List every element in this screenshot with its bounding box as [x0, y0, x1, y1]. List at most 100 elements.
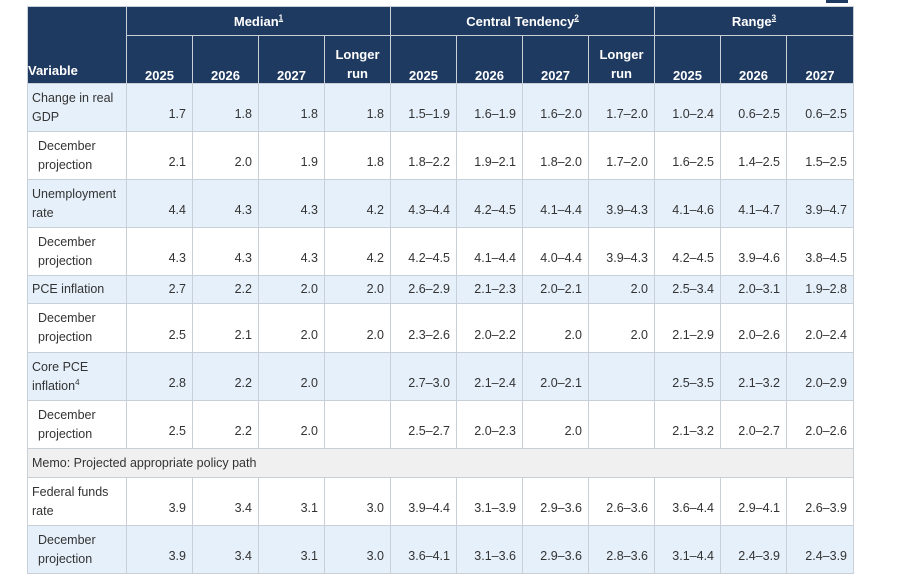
- table-cell: [324, 352, 391, 401]
- footnote-ref[interactable]: 1: [278, 13, 284, 23]
- table-cell: 4.2: [324, 227, 391, 276]
- table-cell: 2.0–2.2: [456, 303, 523, 353]
- row-label-text: Change in real GDP: [32, 91, 114, 124]
- table-cell: 1.7–2.0: [587, 131, 656, 180]
- row-label-text: Unemployment rate: [32, 187, 117, 220]
- table-cell: 2.0: [587, 303, 656, 353]
- group-header-median: Median1: [126, 6, 391, 36]
- table-cell: 2.3–2.6: [390, 303, 457, 353]
- table-cell: 2.7: [126, 275, 193, 304]
- table-cell: 2.4–3.9: [786, 525, 855, 574]
- table-cell: 3.4: [192, 477, 259, 526]
- row-label-text: Federal funds rate: [32, 485, 109, 518]
- footnote-ref[interactable]: 2: [574, 13, 579, 23]
- table-cell: 3.9–4.3: [587, 227, 656, 276]
- table-cell: 2.1: [192, 303, 259, 353]
- column-header: 2026: [720, 35, 788, 84]
- table-cell: 0.6–2.5: [720, 83, 788, 132]
- table-cell: 2.0: [258, 275, 325, 304]
- footnote-ref[interactable]: 3: [771, 13, 777, 23]
- table-cell: 2.9–3.6: [522, 477, 589, 526]
- table-cell: 2.4–3.9: [720, 525, 788, 574]
- row-label: Unemployment rate: [27, 179, 127, 228]
- table-cell: 2.0–3.1: [720, 275, 788, 304]
- row-label-sub: December projection: [27, 525, 127, 574]
- table-cell: 4.1–4.6: [654, 179, 722, 228]
- table-cell: 2.0: [258, 400, 325, 449]
- row-label-text: December projection: [38, 408, 96, 441]
- table-cell: 2.0–2.4: [786, 303, 855, 353]
- table-row: Core PCE inflation4 2.8 2.2 2.0 2.7–3.0 2.1–2…: [27, 352, 855, 401]
- table-cell: 2.2: [192, 352, 259, 401]
- row-label-text: PCE inflation: [32, 282, 105, 296]
- table-cell: 1.8: [192, 83, 259, 132]
- table-cell: 1.8: [324, 83, 391, 132]
- table-cell: 1.8–2.0: [522, 131, 589, 180]
- table-cell: 4.3: [126, 227, 193, 276]
- table-cell: 4.2–4.5: [456, 179, 523, 228]
- row-label-sub: December projection: [27, 400, 127, 449]
- group-label: Range: [731, 13, 772, 29]
- memo-row: Memo: Projected appropriate policy path: [26, 448, 855, 478]
- table-cell: 2.0: [587, 275, 656, 304]
- footnote-ref[interactable]: 4: [75, 377, 80, 387]
- table-cell: 1.9–2.8: [786, 275, 855, 304]
- table-cell: 3.9: [126, 525, 193, 574]
- table-cell: 2.0–2.7: [720, 400, 788, 449]
- table-cell: 2.5–2.7: [390, 400, 457, 449]
- row-label-text: Core PCE inflation: [32, 360, 89, 393]
- table-row: PCE inflation 2.7 2.2 2.0 2.0 2.6–2.9 2.1–2.3 2…: [27, 275, 855, 304]
- table-cell: 2.0–2.9: [786, 352, 855, 401]
- row-label-text: December projection: [38, 311, 96, 344]
- table-cell: 3.0: [324, 477, 391, 526]
- row-label: Core PCE inflation4: [27, 352, 127, 401]
- table-cell: 2.0: [324, 275, 391, 304]
- table-cell: 3.9: [126, 477, 193, 526]
- table-cell: 4.1–4.7: [720, 179, 788, 228]
- table-cell: 1.4–2.5: [720, 131, 788, 180]
- table-cell: 1.9: [258, 131, 325, 180]
- table-cell: 2.0–2.1: [522, 275, 589, 304]
- row-label: Change in real GDP: [27, 83, 127, 132]
- table-cell: 1.6–1.9: [456, 83, 523, 132]
- column-header: 2026: [192, 35, 259, 84]
- table-row: Federal funds rate 3.9 3.4 3.1 3.0 3.9–4.4 3.1…: [27, 477, 855, 526]
- table-cell: 3.1–3.9: [456, 477, 523, 526]
- row-label-text: December projection: [38, 533, 96, 566]
- table-row: December projection 4.3 4.3 4.3 4.2 4.2–4.5 4.…: [27, 227, 855, 276]
- table-cell: 4.3: [258, 227, 325, 276]
- table-cell: 2.0–2.6: [720, 303, 788, 353]
- table-cell: 2.1–3.2: [720, 352, 788, 401]
- table-cell: 2.6–2.9: [390, 275, 457, 304]
- table-cell: 2.2: [192, 400, 259, 449]
- economic-projections-table: Variable Median1 Central Tendency2 Range…: [26, 6, 855, 574]
- column-header: 2025: [654, 35, 722, 84]
- table-cell: 1.0–2.4: [654, 83, 722, 132]
- table-cell: 2.6–3.9: [786, 477, 855, 526]
- table-cell: 2.2: [192, 275, 259, 304]
- row-label: PCE inflation: [27, 275, 127, 304]
- table-cell: 1.5–2.5: [786, 131, 855, 180]
- table-cell: 2.0: [522, 303, 589, 353]
- table-cell: 1.7: [126, 83, 193, 132]
- table-cell: 4.3: [258, 179, 325, 228]
- table-cell: [324, 400, 391, 449]
- table-body: Change in real GDP 1.7 1.8 1.8 1.8 1.5–1.9 1.6…: [26, 83, 855, 574]
- row-label: Federal funds rate: [27, 477, 127, 526]
- table-cell: 2.0–2.3: [456, 400, 523, 449]
- table-cell: 2.1–3.2: [654, 400, 722, 449]
- table-cell: 1.7–2.0: [587, 83, 656, 132]
- table-cell: 4.4: [126, 179, 193, 228]
- table-cell: 3.1–4.4: [654, 525, 722, 574]
- table-row: Unemployment rate 4.4 4.3 4.3 4.2 4.3–4.4 4.2–…: [27, 179, 855, 228]
- column-header: 2027: [522, 35, 589, 84]
- table-cell: 1.6–2.0: [522, 83, 589, 132]
- variable-header: Variable: [27, 6, 127, 84]
- table-row: December projection 3.9 3.4 3.1 3.0 3.6–4.1 3.…: [27, 525, 855, 574]
- table-cell: 3.1–3.6: [456, 525, 523, 574]
- table-cell: 4.2: [324, 179, 391, 228]
- table-cell: 1.8–2.2: [390, 131, 457, 180]
- table-cell: 2.0–2.1: [522, 352, 589, 401]
- table-cell: 4.2–4.5: [654, 227, 722, 276]
- table-row: December projection 2.5 2.1 2.0 2.0 2.3–2.6 2.…: [27, 303, 855, 353]
